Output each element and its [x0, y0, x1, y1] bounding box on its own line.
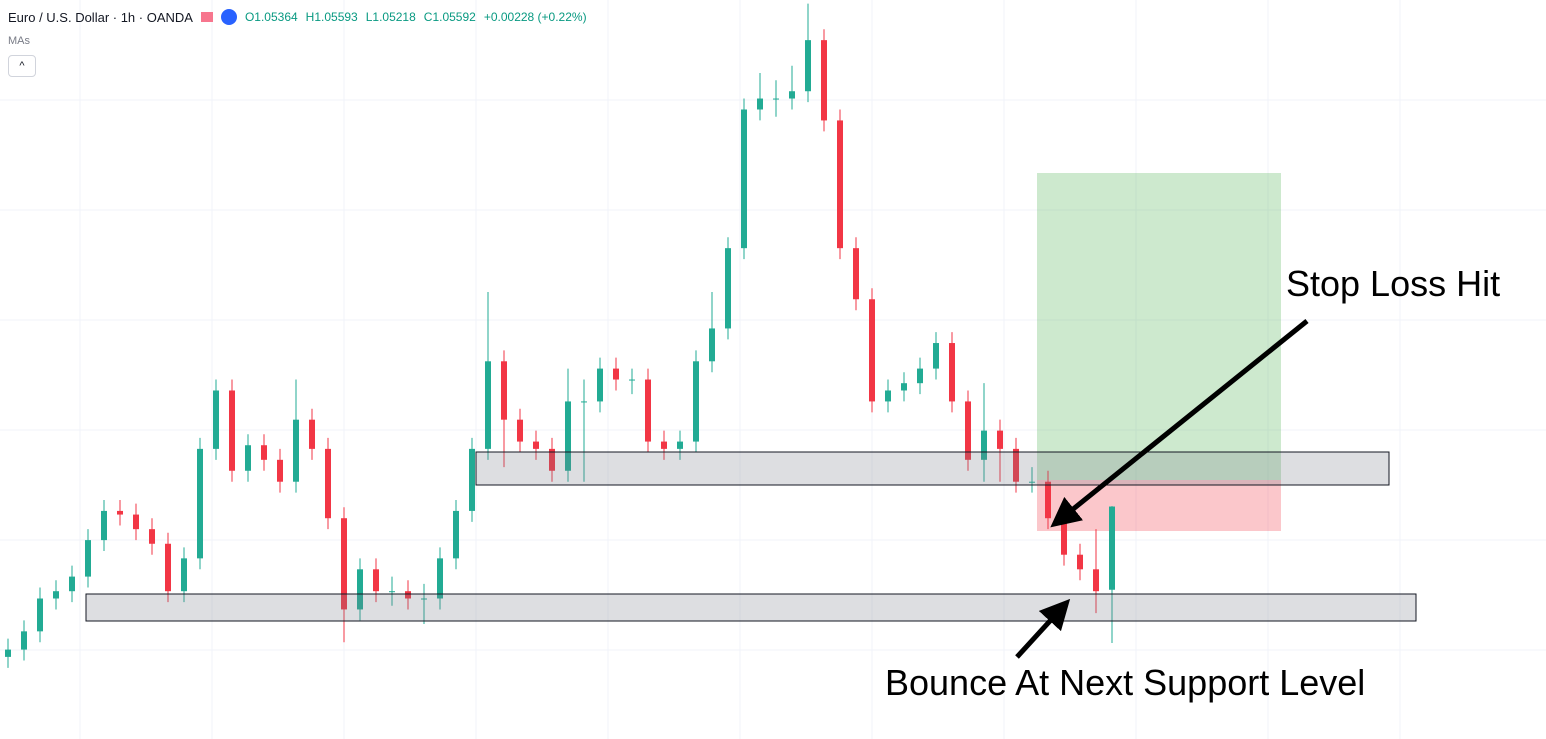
candle-body — [1077, 554, 1083, 570]
candle-body — [1109, 506, 1115, 590]
candle-body — [1045, 481, 1051, 519]
change-value: +0.00228 (+0.22%) — [483, 10, 587, 24]
candle-body — [85, 540, 91, 577]
candle-body — [325, 448, 331, 519]
candle-body — [453, 510, 459, 559]
symbol-title: Euro / U.S. Dollar · 1h · OANDA — [8, 9, 193, 25]
arrow — [1015, 598, 1071, 659]
indicator-label[interactable]: MAs — [8, 35, 30, 47]
replay-icon[interactable] — [220, 9, 237, 25]
candle-body — [229, 390, 235, 471]
candle-body — [197, 448, 203, 559]
candle-body — [965, 401, 971, 460]
candle-body — [549, 448, 555, 471]
candle-body — [757, 98, 763, 110]
open-value: O1.05364 — [244, 10, 298, 24]
high-value: H1.05593 — [305, 10, 358, 24]
candle-body — [629, 379, 635, 381]
support-zone — [85, 593, 1417, 622]
candle-body — [21, 631, 27, 650]
candle-body — [805, 40, 811, 92]
candle-body — [213, 390, 219, 449]
candle-body — [469, 448, 475, 511]
candle-body — [661, 441, 667, 449]
candles — [5, 3, 1115, 668]
resistance-zone — [475, 451, 1390, 486]
candle-body — [485, 361, 491, 449]
close-value: C1.05592 — [423, 10, 476, 24]
candle-body — [165, 543, 171, 592]
candle-body — [565, 401, 571, 471]
candle-body — [645, 379, 651, 442]
annotation: Stop Loss Hit — [1286, 263, 1500, 304]
candle-body — [837, 120, 843, 249]
candle-body — [725, 248, 731, 329]
candle-body — [357, 569, 363, 610]
header: Euro / U.S. Dollar · 1h · OANDA O1.05364… — [8, 9, 587, 25]
candle-body — [117, 510, 123, 515]
candle-body — [581, 401, 587, 403]
candle-body — [389, 591, 395, 593]
candle-body — [133, 514, 139, 530]
candle-body — [421, 598, 427, 600]
candle-body — [293, 419, 299, 482]
candle-body — [517, 419, 523, 442]
candle-body — [501, 361, 507, 420]
candle-body — [437, 558, 443, 599]
candle-body — [789, 91, 795, 99]
arrow — [1050, 319, 1309, 528]
candle-body — [69, 576, 75, 592]
candle-body — [773, 98, 779, 100]
candle-body — [277, 459, 283, 482]
candle-body — [1093, 569, 1099, 592]
candle-body — [245, 445, 251, 471]
candle-body — [1061, 518, 1067, 555]
candle-body — [949, 343, 955, 402]
candle-body — [709, 328, 715, 362]
annotation: Bounce At Next Support Level — [885, 662, 1365, 703]
target-zone — [1037, 173, 1281, 480]
candle-body — [597, 368, 603, 402]
candle-body — [5, 649, 11, 657]
candle-body — [885, 390, 891, 402]
candle-body — [917, 368, 923, 384]
collapse-button[interactable]: ^ — [8, 55, 36, 77]
candle-body — [677, 441, 683, 449]
candle-body — [373, 569, 379, 592]
candle-body — [981, 430, 987, 460]
candle-body — [853, 248, 859, 300]
candle-body — [101, 510, 107, 541]
candle-body — [1029, 481, 1035, 483]
candle-body — [533, 441, 539, 449]
candle-body — [261, 445, 267, 460]
candle-body — [997, 430, 1003, 449]
flag-icon[interactable] — [200, 12, 213, 22]
candle-body — [341, 518, 347, 610]
candle-body — [181, 558, 187, 592]
candle-body — [693, 361, 699, 442]
candle-body — [309, 419, 315, 449]
candle-body — [613, 368, 619, 380]
candle-body — [821, 40, 827, 121]
candle-body — [741, 109, 747, 249]
candle-body — [149, 529, 155, 544]
candle-body — [933, 343, 939, 369]
candle-body — [405, 591, 411, 599]
candle-body — [53, 591, 59, 599]
candle-body — [869, 299, 875, 402]
candle-body — [1013, 448, 1019, 482]
low-value: L1.05218 — [365, 10, 416, 24]
candle-body — [37, 598, 43, 632]
candle-body — [901, 383, 907, 391]
